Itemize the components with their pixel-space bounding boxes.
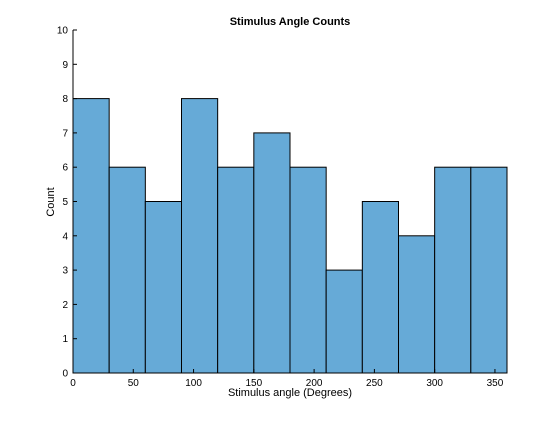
- bars-layer: [72, 98, 508, 374]
- x-tick-label-0: 0: [70, 378, 76, 389]
- y-tick-label-8: 8: [62, 94, 68, 105]
- y-ticks: 0 1 2 3 4 5 6 7 8 9 10: [57, 26, 77, 380]
- y-tick-label-0: 0: [62, 369, 68, 380]
- histogram-bar-8: [361, 201, 400, 374]
- y-tick-label-3: 3: [62, 266, 68, 277]
- x-tick-label-7: 350: [487, 378, 504, 389]
- x-tick-label-1: 50: [128, 378, 140, 389]
- histogram-bar-9: [398, 235, 436, 374]
- histogram-bar-3: [181, 98, 219, 374]
- histogram-bar-1: [108, 166, 146, 374]
- x-ticks: 0 50 100 150 200 250 300 350: [70, 369, 504, 389]
- y-tick-label-5: 5: [62, 197, 68, 208]
- chart-title: Stimulus Angle Counts: [230, 16, 351, 28]
- y-tick-label-9: 9: [62, 60, 68, 71]
- x-tick-label-2: 100: [185, 378, 202, 389]
- histogram-bar-2: [144, 201, 182, 374]
- histogram-bar-11: [470, 166, 508, 374]
- x-tick-label-6: 300: [426, 378, 443, 389]
- y-axis-label: Count: [45, 187, 57, 216]
- histogram-bar-6: [289, 166, 327, 374]
- x-tick-label-3: 150: [245, 378, 262, 389]
- histogram-bar-4: [217, 166, 255, 374]
- y-tick-label-10: 10: [57, 26, 69, 37]
- y-tick-label-1: 1: [62, 334, 68, 345]
- y-tick-label-6: 6: [62, 163, 68, 174]
- histogram-bar-10: [434, 166, 472, 374]
- x-tick-label-4: 200: [306, 378, 323, 389]
- x-axis-label: Stimulus angle (Degrees): [228, 387, 352, 399]
- y-tick-label-7: 7: [62, 128, 68, 139]
- histogram-bar-7: [325, 269, 363, 374]
- histogram-bar-0: [72, 98, 110, 374]
- y-tick-label-2: 2: [62, 300, 68, 311]
- x-tick-label-5: 250: [366, 378, 383, 389]
- y-tick-label-4: 4: [62, 231, 68, 242]
- histogram-bar-5: [253, 132, 291, 374]
